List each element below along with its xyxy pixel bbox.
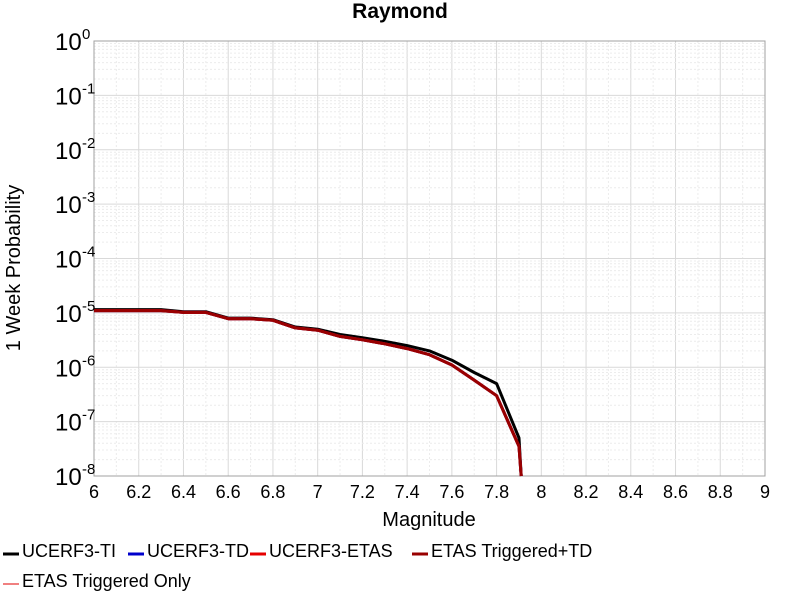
y-tick-label: 10 -3 <box>55 189 95 219</box>
plot-border <box>93 40 766 477</box>
y-tick-exponent: -3 <box>82 189 95 206</box>
y-tick-label: 10 -6 <box>55 352 95 382</box>
x-tick-label: 7.8 <box>484 482 509 502</box>
x-tick-label: 8.8 <box>708 482 733 502</box>
y-tick-exponent: -2 <box>82 135 95 152</box>
y-tick-label: 10 -4 <box>55 244 95 274</box>
y-tick-base: 10 <box>55 247 82 274</box>
y-tick-exponent: 0 <box>82 26 90 43</box>
y-tick-base: 10 <box>55 355 82 382</box>
y-tick-exponent: -1 <box>82 80 95 97</box>
grid <box>93 41 766 477</box>
y-tick-label: 10 -2 <box>55 135 95 165</box>
x-tick-label: 6.8 <box>260 482 285 502</box>
y-tick-exponent: -8 <box>82 461 95 478</box>
legend-item: ETAS Triggered Only <box>3 571 191 591</box>
y-tick-exponent: -6 <box>82 352 95 369</box>
x-tick-label: 7.6 <box>439 482 464 502</box>
y-tick-base: 10 <box>55 138 82 165</box>
legend-item: UCERF3-TD <box>128 541 249 561</box>
y-tick-label: 10 0 <box>55 26 90 56</box>
x-tick-label: 6 <box>89 482 99 502</box>
y-tick-base: 10 <box>55 29 82 56</box>
x-tick-label: 8.6 <box>663 482 688 502</box>
legend-label: UCERF3-TI <box>22 541 116 561</box>
y-tick-exponent: -4 <box>82 244 95 261</box>
legend: UCERF3-TI UCERF3-TD UCERF3-ETAS ETAS Trigge… <box>3 541 592 591</box>
y-tick-base: 10 <box>55 301 82 328</box>
y-tick-base: 10 <box>55 410 82 437</box>
y-tick-label: 10 -1 <box>55 80 95 110</box>
x-tick-label: 7 <box>313 482 323 502</box>
x-tick-label: 6.4 <box>171 482 196 502</box>
x-axis-ticks: 6 6.2 6.4 6.6 6.8 7 7.2 7.4 7.6 7.8 8 8.2 8.4 8.6 8.8 9 <box>89 482 770 502</box>
y-tick-base: 10 <box>55 464 82 491</box>
x-tick-label: 6.2 <box>126 482 151 502</box>
y-axis-label: 1 Week Probability <box>3 185 25 351</box>
x-tick-label: 7.2 <box>350 482 375 502</box>
legend-item: UCERF3-ETAS <box>250 541 393 561</box>
x-tick-label: 8.2 <box>574 482 599 502</box>
legend-label: UCERF3-TD <box>147 541 249 561</box>
y-tick-label: 10 -5 <box>55 298 95 328</box>
legend-item: ETAS Triggered+TD <box>412 541 592 561</box>
legend-label: UCERF3-ETAS <box>269 541 393 561</box>
y-tick-base: 10 <box>55 83 82 110</box>
legend-item: UCERF3-TI <box>3 541 116 561</box>
x-tick-label: 9 <box>760 482 770 502</box>
x-tick-label: 7.4 <box>395 482 420 502</box>
series-layer <box>94 308 523 477</box>
legend-label: ETAS Triggered+TD <box>431 541 592 561</box>
x-tick-label: 8.4 <box>618 482 643 502</box>
x-axis-label: Magnitude <box>382 509 475 531</box>
legend-label: ETAS Triggered Only <box>22 571 191 591</box>
x-tick-label: 8 <box>536 482 546 502</box>
y-tick-base: 10 <box>55 192 82 219</box>
series-line-3 <box>94 309 523 477</box>
chart-title: Raymond <box>352 0 448 23</box>
y-tick-exponent: -5 <box>82 298 95 315</box>
y-tick-label: 10 -7 <box>55 407 95 437</box>
y-tick-label: 10 -8 <box>55 461 95 491</box>
y-tick-exponent: -7 <box>82 407 95 424</box>
x-tick-label: 6.6 <box>216 482 241 502</box>
